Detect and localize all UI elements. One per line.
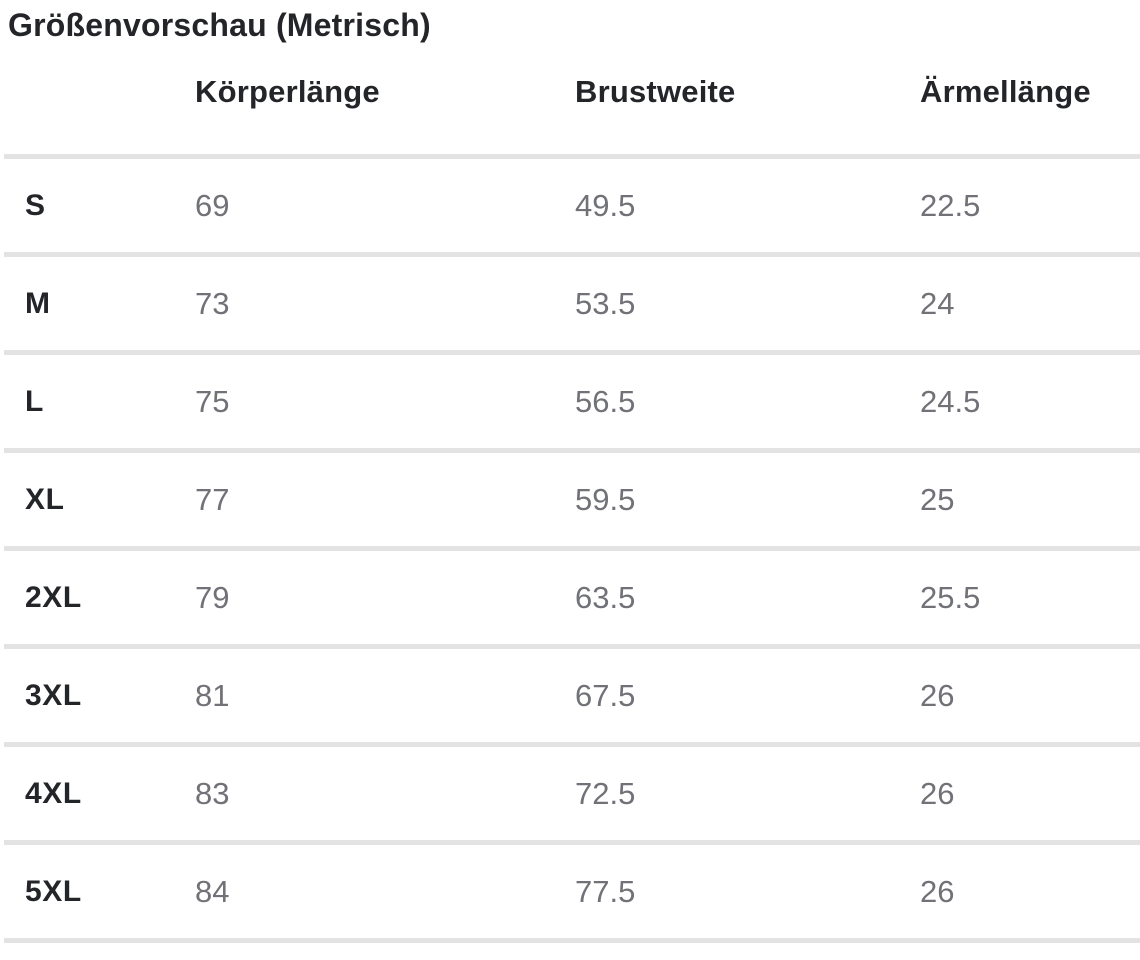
column-header-brustweite: Brustweite bbox=[575, 74, 736, 109]
size-label: 5XL bbox=[25, 874, 82, 908]
divider bbox=[4, 938, 1140, 943]
aermellaenge-value: 25.5 bbox=[920, 579, 981, 615]
brustweite-value: 72.5 bbox=[575, 775, 636, 811]
brustweite-value: 53.5 bbox=[575, 285, 636, 321]
aermellaenge-value: 22.5 bbox=[920, 187, 981, 223]
header-size-spacer bbox=[25, 74, 195, 110]
size-label: 4XL bbox=[25, 776, 82, 810]
page-title: Größenvorschau (Metrisch) bbox=[8, 7, 431, 43]
table-row-4xl: 4XL 83 72.5 26 bbox=[0, 747, 1140, 840]
divider bbox=[4, 840, 1140, 845]
table-row-2xl: 2XL 79 63.5 25.5 bbox=[0, 551, 1140, 644]
table-row-3xl: 3XL 81 67.5 26 bbox=[0, 649, 1140, 742]
koerperlaenge-value: 73 bbox=[195, 285, 230, 321]
size-label: S bbox=[25, 188, 46, 222]
table-row-s: S 69 49.5 22.5 bbox=[0, 159, 1140, 252]
divider bbox=[4, 644, 1140, 649]
size-label: XL bbox=[25, 482, 65, 516]
aermellaenge-value: 25 bbox=[920, 481, 955, 517]
aermellaenge-value: 24 bbox=[920, 285, 955, 321]
size-label: 3XL bbox=[25, 678, 82, 712]
divider bbox=[4, 742, 1140, 747]
brustweite-value: 77.5 bbox=[575, 873, 636, 909]
column-header-koerperlaenge: Körperlänge bbox=[195, 74, 380, 109]
table-row-5xl: 5XL 84 77.5 26 bbox=[0, 845, 1140, 938]
divider bbox=[4, 546, 1140, 551]
aermellaenge-value: 26 bbox=[920, 775, 955, 811]
aermellaenge-value: 26 bbox=[920, 873, 955, 909]
size-label: L bbox=[25, 384, 44, 418]
brustweite-value: 56.5 bbox=[575, 383, 636, 419]
divider bbox=[4, 448, 1140, 453]
aermellaenge-value: 24.5 bbox=[920, 383, 981, 419]
brustweite-value: 49.5 bbox=[575, 187, 636, 223]
koerperlaenge-value: 75 bbox=[195, 383, 230, 419]
table-row-l: L 75 56.5 24.5 bbox=[0, 355, 1140, 448]
koerperlaenge-value: 84 bbox=[195, 873, 230, 909]
size-label: M bbox=[25, 286, 51, 320]
divider bbox=[4, 154, 1140, 159]
table-header-row: Körperlänge Brustweite Ärmellänge bbox=[0, 74, 1140, 110]
size-label: 2XL bbox=[25, 580, 82, 614]
brustweite-value: 59.5 bbox=[575, 481, 636, 517]
column-header-aermellaenge: Ärmellänge bbox=[920, 74, 1091, 109]
koerperlaenge-value: 79 bbox=[195, 579, 230, 615]
brustweite-value: 63.5 bbox=[575, 579, 636, 615]
koerperlaenge-value: 77 bbox=[195, 481, 230, 517]
koerperlaenge-value: 81 bbox=[195, 677, 230, 713]
brustweite-value: 67.5 bbox=[575, 677, 636, 713]
divider bbox=[4, 350, 1140, 355]
table-row-xl: XL 77 59.5 25 bbox=[0, 453, 1140, 546]
table-row-m: M 73 53.5 24 bbox=[0, 257, 1140, 350]
koerperlaenge-value: 83 bbox=[195, 775, 230, 811]
aermellaenge-value: 26 bbox=[920, 677, 955, 713]
koerperlaenge-value: 69 bbox=[195, 187, 230, 223]
divider bbox=[4, 252, 1140, 257]
